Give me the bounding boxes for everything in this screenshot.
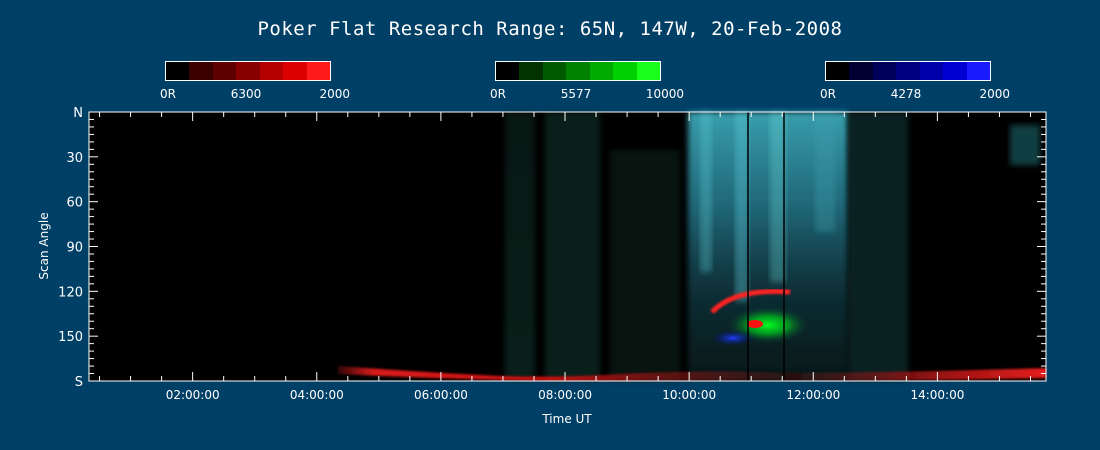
colorbar-red-max-label: 2000 [319,87,350,101]
y-tick-label: 150 [58,330,83,345]
x-tick-label: 04:00:00 [290,388,344,402]
colorbar-swatch [849,62,873,80]
colorbar-swatch [189,62,213,80]
colorbar-blue-max-label: 2000 [979,87,1010,101]
y-tick-label: 60 [66,196,83,211]
colorbar-blue-mid-label: 4278 [890,87,922,101]
colorbar-swatch [966,62,990,80]
x-axis-label: Time UT [541,412,592,426]
colorbar-swatch [236,62,260,80]
colorbar-swatch [259,62,284,80]
y-tick-label: 90 [66,241,83,256]
colorbar-swatch [306,62,330,80]
colorbar-swatch [589,62,614,80]
colorbar-red-swatches [165,61,331,81]
colorbar-swatch [613,62,637,80]
colorbar-swatch [212,62,237,80]
y-axis: N 30 60 90 120 150 S [58,106,1046,390]
colorbar-swatch [542,62,567,80]
colorbar-swatch [519,62,543,80]
chart-title: Poker Flat Research Range: 65N, 147W, 20… [257,18,843,40]
colorbar-swatch [636,62,660,80]
colorbar-swatch [496,62,520,80]
x-tick-label: 08:00:00 [538,388,592,402]
colorbar-swatch [919,62,944,80]
colorbar-green-swatches [495,61,661,81]
keogram-image [338,112,1046,381]
colorbar-swatch [896,62,920,80]
y-tick-label: 30 [66,151,83,166]
colorbar-blue-min-label: 0R [820,87,836,101]
y-tick-label: N [73,106,83,121]
x-tick-label: 14:00:00 [910,388,964,402]
y-tick-label: 120 [58,285,83,300]
y-axis-label: Scan Angle [37,212,51,279]
x-axis: 02:00:00 04:00:00 06:00:00 08:00:00 10:00:00… [99,112,1031,402]
colorbar-swatch [283,62,307,80]
colorbar-green-max-label: 10000 [645,87,684,101]
colorbar-red-min-label: 0R [160,87,176,101]
x-tick-label: 12:00:00 [786,388,840,402]
y-tick-label: S [75,375,83,390]
x-tick-label: 10:00:00 [662,388,716,402]
colorbar-red-mid-label: 6300 [230,87,262,101]
colorbar-blue-swatches [825,61,991,81]
colorbar-swatch [872,62,897,80]
colorbar-swatch [943,62,967,80]
colorbar-swatch [826,62,850,80]
colorbar-swatch [566,62,590,80]
colorbar-green-min-label: 0R [490,87,506,101]
x-tick-label: 02:00:00 [166,388,220,402]
x-tick-label: 06:00:00 [414,388,468,402]
colorbar-swatch [166,62,190,80]
colorbar-green-mid-label: 5577 [560,87,592,101]
